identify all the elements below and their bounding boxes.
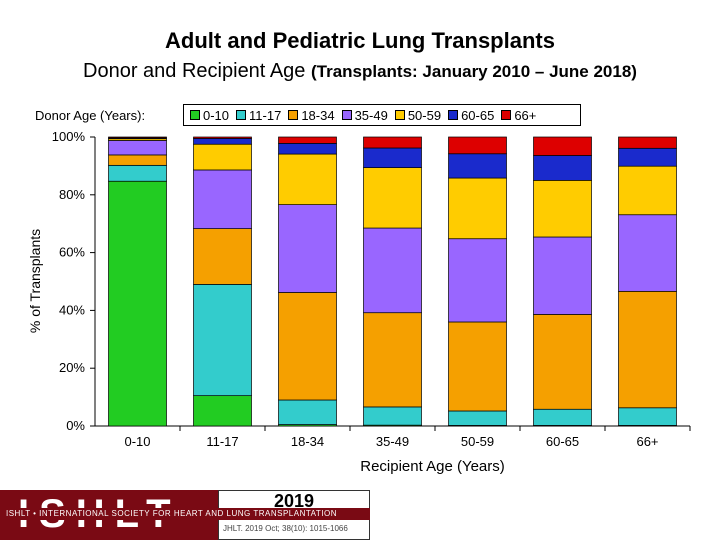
bar-segment-60-65 bbox=[618, 147, 677, 167]
bar-segment-18-34 bbox=[533, 314, 592, 410]
bar-segment-60-65 bbox=[533, 155, 592, 181]
bar-segment-66plus bbox=[108, 136, 167, 139]
bar-segment-0-10 bbox=[193, 395, 252, 427]
footer-citation: JHLT. 2019 Oct; 38(10): 1015-1066 bbox=[223, 524, 348, 533]
x-tick-label: 60-65 bbox=[546, 434, 579, 449]
chart-legend: 0-10 11-17 18-34 35-49 50-59 60-65 66+ bbox=[183, 104, 581, 126]
bar-segment-35-49 bbox=[193, 169, 252, 229]
y-tick-label: 100% bbox=[52, 129, 86, 144]
legend-swatch bbox=[501, 110, 512, 120]
bar-segment-50-59 bbox=[278, 153, 337, 205]
bar-segment-66plus bbox=[193, 136, 252, 139]
legend-label: 35-49 bbox=[354, 107, 388, 123]
x-tick-label: 0-10 bbox=[124, 434, 150, 449]
stacked-bar-chart: 0% 20% 40% 60% 80% 100% % of Transplants 0-10 11… bbox=[27, 129, 691, 475]
bar-segment-66plus bbox=[363, 136, 422, 149]
y-tick-label: 40% bbox=[59, 302, 85, 317]
x-tick-label: 66+ bbox=[636, 434, 658, 449]
chart-title: Adult and Pediatric Lung Transplants bbox=[165, 28, 555, 53]
bar-segment-35-49 bbox=[363, 227, 422, 314]
legend-title: Donor Age (Years): bbox=[35, 108, 146, 123]
bar-segment-35-49 bbox=[618, 214, 677, 292]
x-tick-label: 50-59 bbox=[461, 434, 494, 449]
y-axis-title: % of Transplants bbox=[27, 229, 43, 333]
legend-item: 18-34 bbox=[288, 107, 335, 123]
legend-label: 11-17 bbox=[249, 107, 282, 123]
bar-segment-11-17 bbox=[363, 406, 422, 426]
bar-segment-60-65 bbox=[278, 143, 337, 155]
bar-segment-50-59 bbox=[193, 143, 252, 171]
y-tick-label: 80% bbox=[59, 187, 85, 202]
bar-segment-11-17 bbox=[108, 164, 167, 182]
legend-swatch bbox=[236, 110, 247, 120]
bar-segment-11-17 bbox=[618, 407, 677, 426]
y-tick-label: 20% bbox=[59, 360, 85, 375]
bar-segment-18-34 bbox=[363, 312, 422, 408]
legend-swatch bbox=[288, 110, 299, 120]
legend-label: 18-34 bbox=[301, 107, 335, 123]
footer-year: 2019 bbox=[273, 491, 315, 511]
legend-label: 0-10 bbox=[203, 107, 230, 123]
y-tick-label: 60% bbox=[59, 245, 85, 260]
chart-subtitle: Donor and Recipient Age (Transplants: Ja… bbox=[0, 60, 720, 83]
bar-segment-50-59 bbox=[618, 165, 677, 216]
bar-segment-18-34 bbox=[193, 228, 252, 285]
legend-item: 35-49 bbox=[341, 107, 388, 123]
legend-swatch bbox=[448, 110, 459, 120]
bar-segment-35-49 bbox=[448, 238, 507, 323]
legend-swatch bbox=[341, 110, 352, 120]
legend-label: 66+ bbox=[514, 107, 537, 123]
bar-segment-66plus bbox=[448, 136, 507, 155]
bar-segment-18-34 bbox=[278, 292, 337, 401]
legend-item: 11-17 bbox=[236, 108, 281, 123]
bar-segment-60-65 bbox=[363, 147, 422, 168]
bar-segment-11-17 bbox=[193, 284, 252, 397]
bar-segment-35-49 bbox=[533, 236, 592, 315]
bar-segment-66plus bbox=[618, 136, 677, 149]
bar-segment-60-65 bbox=[193, 138, 252, 145]
subtitle-main: Donor and Recipient Age bbox=[83, 60, 306, 82]
bar-segment-0-10 bbox=[108, 180, 167, 427]
org-name-strip: ISHLT • INTERNATIONAL SOCIETY FOR HEART … bbox=[0, 508, 370, 520]
legend-item: 66+ bbox=[501, 108, 536, 123]
x-tick-label: 18-34 bbox=[291, 434, 324, 449]
x-tick-label: 11-17 bbox=[206, 434, 238, 449]
legend-item: 50-59 bbox=[394, 107, 442, 123]
subtitle-period: (Transplants: January 2010 – June 2018) bbox=[310, 62, 637, 81]
bar-segment-11-17 bbox=[448, 410, 507, 426]
bar-segment-60-65 bbox=[448, 153, 507, 179]
x-axis-title: Recipient Age (Years) bbox=[360, 458, 505, 475]
x-tick-label: 35-49 bbox=[376, 434, 409, 449]
bar-segment-11-17 bbox=[533, 408, 592, 426]
bar-segment-18-34 bbox=[108, 154, 167, 166]
legend-item: 0-10 bbox=[190, 108, 229, 123]
bar-segment-50-59 bbox=[448, 177, 507, 240]
legend-item: 60-65 bbox=[448, 108, 494, 123]
bar-segment-66plus bbox=[278, 136, 337, 144]
legend-swatch bbox=[394, 110, 405, 120]
bar-segment-18-34 bbox=[618, 290, 677, 409]
bar-segment-35-49 bbox=[278, 204, 337, 293]
legend-label: 60-65 bbox=[461, 107, 495, 123]
bar-segment-66plus bbox=[533, 136, 592, 156]
bar-segment-35-49 bbox=[108, 140, 167, 156]
bar-segment-50-59 bbox=[533, 180, 592, 238]
legend-swatch bbox=[190, 110, 200, 120]
legend-label: 50-59 bbox=[407, 107, 442, 123]
bar-segment-11-17 bbox=[278, 399, 337, 425]
bar-segment-18-34 bbox=[448, 321, 507, 412]
bar-segment-50-59 bbox=[363, 167, 422, 229]
y-tick-label: 0% bbox=[66, 418, 85, 433]
